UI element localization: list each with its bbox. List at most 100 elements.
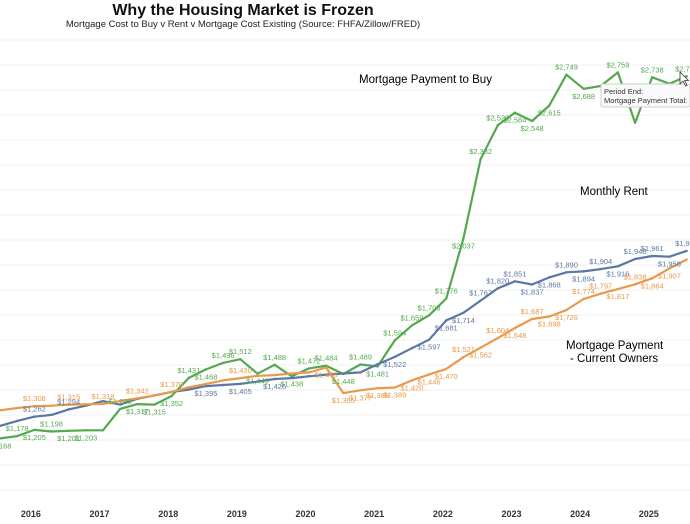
data-point [84,403,88,406]
data-label: $1,512 [229,347,252,356]
data-labels: $1,168 $1,178$1,205 $1,198 $1,201$1,203 $1,2… [0,60,690,450]
data-label: $1,488 [263,353,286,362]
data-label: $1,315 [57,393,80,402]
data-label: $1,776 [435,287,458,296]
data-point [0,437,2,440]
data-label: $2,584 [503,116,526,125]
data-point [307,367,311,370]
data-point [239,376,242,380]
data-point [479,299,482,302]
data-point [651,76,654,79]
data-label: $1,296 [109,397,132,406]
data-point [118,407,122,411]
data-label: $1,767 [469,289,492,298]
data-point [170,394,173,398]
data-point [290,372,293,375]
data-label: $1,597 [418,343,441,352]
data-point [685,258,688,261]
data-label: $1,318 [92,392,115,401]
data-point [50,430,53,433]
data-point [273,363,276,366]
data-label: $1,470 [435,372,458,381]
data-label: $1,449 [246,377,269,386]
data-point [599,292,602,295]
data-point [548,315,551,318]
data-point [101,429,105,432]
data-label: $2,688 [572,92,595,101]
data-point [33,404,36,408]
data-label: $1,446 [418,377,441,386]
data-label: $1,315 [143,408,166,417]
data-point [582,87,585,90]
data-point [685,75,688,78]
data-point [410,379,414,382]
data-point [462,311,465,314]
data-point [496,124,499,127]
data-point [136,397,139,400]
data-point [221,383,225,387]
data-point [599,267,602,271]
data-point [565,271,568,274]
chart-title: Why the Housing Market is Frozen [112,2,373,19]
data-label: $1,496 [212,351,235,360]
data-label: $1,201 [57,434,80,443]
data-point [204,384,208,388]
x-tick-label: 2019 [227,509,247,519]
cursor-icon [679,71,690,87]
gridlines [0,39,690,491]
data-label: $1,342 [126,386,149,395]
series-label-owners-2: - Current Owners [570,353,658,365]
data-label: $1,659 [400,313,423,322]
data-point [445,319,448,322]
data-label: $1,203 [74,433,97,442]
data-point [33,415,36,418]
data-point [530,283,534,286]
data-label: $1,838 [624,272,647,281]
data-label: $1,377 [349,393,372,402]
data-point [67,403,70,406]
data-point [376,363,379,366]
data-point [290,375,293,378]
data-point [67,429,70,432]
data-point [513,326,517,330]
data-point [307,375,311,378]
data-label: $1,405 [229,387,252,396]
data-point [15,419,19,423]
data-point [445,367,448,371]
data-point [359,363,362,366]
data-label: $1,562 [469,351,492,360]
series-label-buy: Mortgage Payment to Buy [359,74,492,86]
data-label: $1,370 [160,380,183,389]
data-label: $1,468 [194,372,217,381]
data-label: $2,738 [641,65,664,74]
data-point [50,404,53,407]
series-lines [0,71,688,440]
data-label: $1,698 [538,319,561,328]
data-label: $1,420 [400,383,423,392]
data-label: $1,916 [606,269,629,278]
data-point [651,254,654,258]
data-point [101,399,105,403]
data-label: $1,389 [383,391,406,400]
data-point [118,399,122,403]
data-point [84,429,88,432]
data-point [548,276,551,279]
data-point [513,111,517,114]
data-point [479,346,482,349]
tooltip-line-1: Period End: [604,87,643,96]
data-point [221,379,225,382]
data-point [462,355,465,359]
data-label: $1,837 [521,287,544,296]
data-point [221,361,225,365]
data-label: $2,749 [555,63,578,72]
x-tick-label: 2022 [433,509,453,519]
data-point [307,371,311,374]
data-label: $1,604 [486,326,509,335]
x-tick-label: 2017 [90,509,110,519]
data-point [187,388,191,391]
data-point [616,71,620,74]
data-point [633,257,637,261]
data-label: $2,759 [606,60,629,69]
data-label: $1,687 [521,307,544,316]
